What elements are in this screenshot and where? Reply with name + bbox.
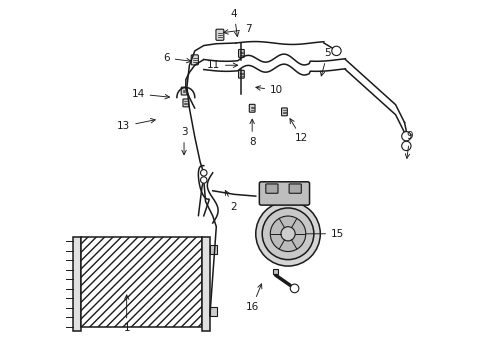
Text: 11: 11 <box>207 60 238 70</box>
Circle shape <box>402 141 411 150</box>
Text: 6: 6 <box>163 53 191 63</box>
Text: 3: 3 <box>181 127 187 155</box>
Circle shape <box>262 208 314 260</box>
FancyBboxPatch shape <box>183 99 189 107</box>
FancyBboxPatch shape <box>239 49 245 57</box>
FancyBboxPatch shape <box>282 108 287 116</box>
Bar <box>210 307 217 316</box>
FancyBboxPatch shape <box>181 87 187 95</box>
Circle shape <box>200 170 207 176</box>
Circle shape <box>270 216 306 252</box>
Bar <box>210 244 217 253</box>
FancyBboxPatch shape <box>289 184 301 193</box>
Bar <box>202 237 210 330</box>
Bar <box>272 269 278 274</box>
Circle shape <box>290 284 299 293</box>
Text: 8: 8 <box>249 119 255 147</box>
Circle shape <box>281 227 295 241</box>
Text: 9: 9 <box>405 131 413 158</box>
FancyBboxPatch shape <box>216 29 224 40</box>
FancyBboxPatch shape <box>191 55 198 65</box>
Text: 10: 10 <box>256 85 283 95</box>
Text: 16: 16 <box>245 284 262 312</box>
FancyBboxPatch shape <box>259 182 310 205</box>
Circle shape <box>332 46 341 55</box>
Circle shape <box>256 202 320 266</box>
FancyBboxPatch shape <box>249 104 255 112</box>
Text: 14: 14 <box>131 89 170 99</box>
Text: 5: 5 <box>320 48 331 76</box>
Circle shape <box>402 132 411 141</box>
FancyBboxPatch shape <box>266 184 278 193</box>
Bar <box>73 237 81 330</box>
FancyBboxPatch shape <box>239 70 245 78</box>
Text: 13: 13 <box>117 118 155 131</box>
Text: 12: 12 <box>290 119 309 143</box>
Text: 1: 1 <box>123 295 130 333</box>
Text: 15: 15 <box>299 229 344 239</box>
Text: 2: 2 <box>225 190 237 212</box>
Text: 7: 7 <box>223 24 252 35</box>
Text: 4: 4 <box>231 9 239 36</box>
Circle shape <box>200 177 207 183</box>
Bar <box>81 237 202 327</box>
